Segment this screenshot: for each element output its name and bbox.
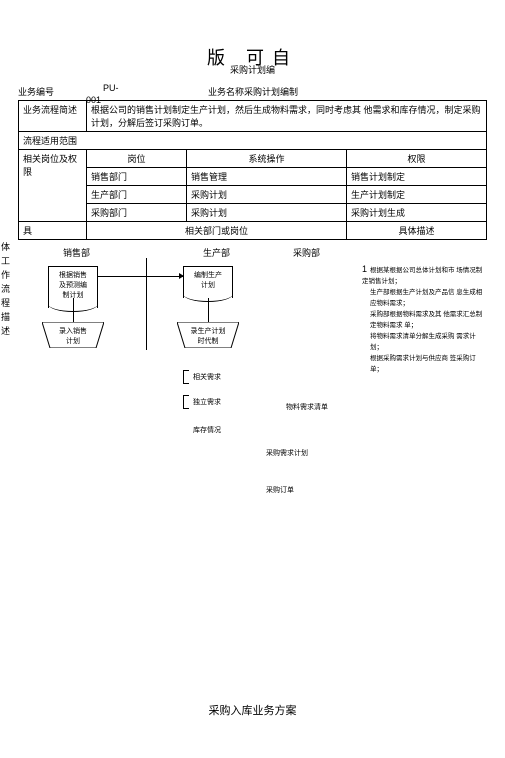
flow-desc-head: 具体描述	[347, 222, 487, 240]
r1c1: 销售部门	[87, 168, 187, 186]
flow-left-head: 具	[19, 222, 87, 240]
box-2: 录入销售计划	[42, 322, 104, 348]
desc-list: 1根据某根据公司总体计划和市 场情况制定销售计划； 生产部根据生产计划及产品信 …	[362, 264, 487, 375]
header-sub: 采购计划编	[0, 63, 505, 76]
box-4: 录生产计划时代制	[177, 322, 239, 348]
main-table: 业务流程简述 根据公司的销售计划制定生产计划，然后生成物料需求，同时考虑其 他需…	[18, 101, 487, 240]
lbl-5: 采购需求计划	[266, 448, 308, 458]
col-op: 系统操作	[187, 150, 347, 168]
box-3: 编制生产计划	[183, 266, 233, 298]
footer: 采购入库业务方案	[0, 702, 505, 718]
col-purch: 采购部	[293, 246, 320, 259]
desc-text: 根据公司的销售计划制定生产计划，然后生成物料需求，同时考虑其 他需求和库存情况，…	[87, 101, 487, 132]
lbl-3: 库存情况	[193, 425, 221, 435]
flow-dept-head: 相关部门或岗位	[87, 222, 347, 240]
r3c3: 采购计划生成	[347, 204, 487, 222]
lbl-1: 相关需求	[193, 372, 221, 382]
col-perm: 权限	[347, 150, 487, 168]
role-label: 相关岗位及权 限	[19, 150, 87, 222]
flow-area: 体工作流程描述 销售部 生产部 采购部 根据销售及预测编制计划 录入销售计划 编…	[18, 240, 487, 530]
col-prod: 生产部	[203, 246, 230, 259]
lbl-2: 独立需求	[193, 397, 221, 407]
scope-label: 流程适用范围	[19, 132, 487, 150]
col-post: 岗位	[87, 150, 187, 168]
biz-name: 采购计划编制	[244, 87, 298, 97]
r1c2: 销售管理	[187, 168, 347, 186]
lbl-4: 物料需求清单	[286, 402, 328, 412]
biz-name-label: 业务名称	[208, 87, 244, 97]
r3c2: 采购计划	[187, 204, 347, 222]
col-sales: 销售部	[63, 246, 90, 259]
r2c2: 采购计划	[187, 186, 347, 204]
biz-no-label: 业务编号	[18, 85, 54, 98]
r2c1: 生产部门	[87, 186, 187, 204]
biz-no: PU-	[103, 83, 119, 93]
vert-label: 体工作流程描述	[1, 240, 15, 338]
biz-no-001: 001	[86, 95, 101, 105]
r3c1: 采购部门	[87, 204, 187, 222]
r1c3: 销售计划制定	[347, 168, 487, 186]
desc-label: 业务流程简述	[19, 101, 87, 132]
meta-row: 业务编号 PU- 001 业务名称采购计划编制	[18, 85, 487, 101]
r2c3: 生产计划制定	[347, 186, 487, 204]
lbl-6: 采购订单	[266, 485, 294, 495]
